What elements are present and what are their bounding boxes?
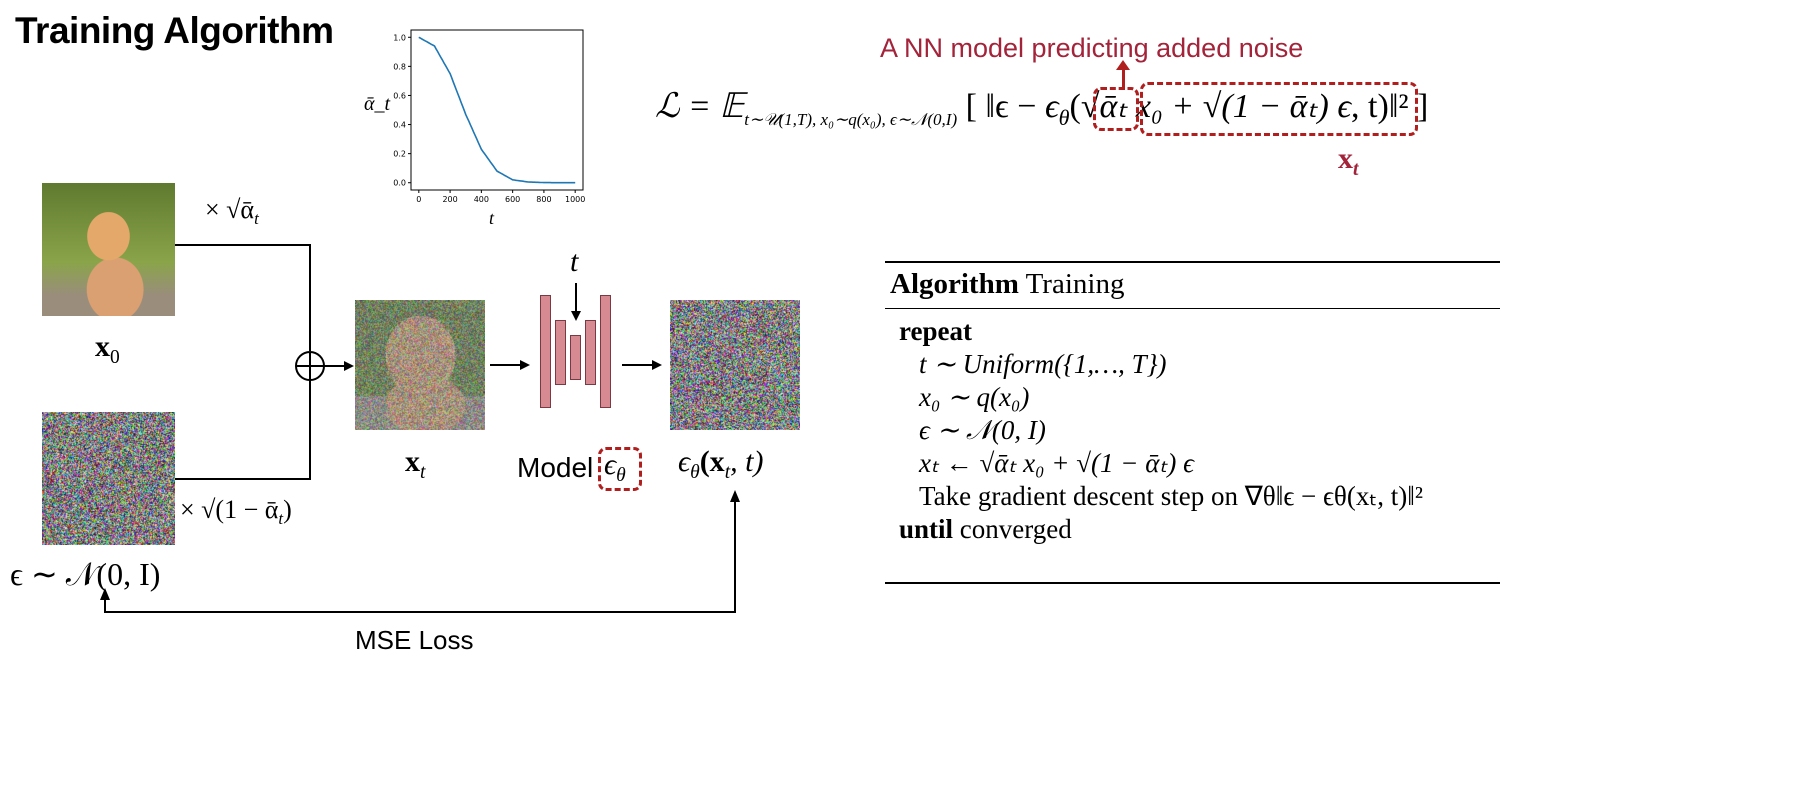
formula-body-a: [ ‖ϵ −: [966, 88, 1045, 125]
annotation-arrowhead: [1116, 60, 1130, 70]
noisy-xt-image: [355, 300, 485, 430]
formula-subscript: t∼𝒰(1,T), x₀∼q(x₀), ϵ∼𝒩(0,I): [744, 110, 957, 129]
x-tick-label: 600: [505, 195, 520, 204]
prediction-label: ϵθ(xt, t): [678, 445, 763, 484]
formula-lhs: ℒ = 𝔼: [655, 88, 744, 125]
xt-image-label: xt: [405, 445, 425, 484]
cat-image: [42, 183, 175, 316]
formula-xt-label: xt: [1338, 142, 1358, 181]
noise-line: [175, 478, 311, 480]
y-tick-label: 0.8: [393, 62, 406, 71]
x-tick-label: 400: [474, 195, 489, 204]
mse-loss-label: MSE Loss: [355, 625, 474, 656]
y-tick-label: 0.4: [393, 121, 406, 130]
alpha-bar-chart: 0 200 400 600 800 1000 0.0 0.2 0.4 0.6 0.8 1.0: [370, 20, 600, 210]
algo-mid-rule: [885, 308, 1500, 309]
signal-line: [175, 244, 311, 246]
x-tick-label: 800: [536, 195, 551, 204]
y-tick-label: 1.0: [393, 33, 406, 42]
signal-line-down: [309, 244, 311, 351]
xt-highlight: [1140, 82, 1418, 136]
timestep-label: t: [570, 245, 578, 279]
chart-frame: [411, 30, 583, 190]
algo-line: Take gradient descent step on ∇θ‖ϵ − ϵθ(…: [919, 481, 1423, 512]
y-tick-label: 0.0: [393, 179, 406, 188]
x-tick-label: 0: [416, 195, 421, 204]
noise-line-up: [309, 380, 311, 480]
eps-theta-highlight: [1093, 87, 1139, 131]
y-tick-label: 0.6: [393, 91, 406, 100]
slide-title: Training Algorithm: [15, 10, 334, 52]
model-annotation: A NN model predicting added noise: [880, 33, 1303, 64]
algo-line: until converged: [899, 514, 1072, 545]
algo-line: t ∼ Uniform({1,…, T}): [919, 349, 1166, 380]
algo-body: repeat t ∼ Uniform({1,…, T}) x₀ ∼ q(x₀) ϵ ∼…: [885, 312, 1500, 582]
mse-loss-path: [95, 488, 745, 618]
x0-label: x0: [95, 330, 120, 369]
formula-eps-theta: ϵθ: [1045, 88, 1070, 125]
model-eps-highlight: [598, 447, 642, 491]
signal-scale-label: × √ᾱt: [205, 195, 259, 229]
alpha-bar-series-line: [419, 37, 575, 182]
algo-line: repeat: [899, 316, 972, 347]
chart-ylabel: ᾱ_t: [364, 93, 390, 115]
arrow-to-model: [490, 355, 530, 375]
algo-line: x₀ ∼ q(x₀): [919, 382, 1029, 413]
formula-paren: (: [1070, 88, 1081, 125]
algo-line: ϵ ∼ 𝒩(0, I): [919, 415, 1046, 447]
algo-bottom-rule: [885, 582, 1500, 584]
y-tick-label: 0.2: [393, 150, 406, 159]
add-icon: [294, 350, 354, 382]
timestep-arrow: [568, 283, 584, 323]
model-label: Model: [517, 452, 593, 484]
algo-title: Algorithm Training: [890, 268, 1505, 301]
arrow-to-output: [622, 355, 662, 375]
predicted-noise-image: [670, 300, 800, 430]
x-tick-label: 200: [442, 195, 457, 204]
chart-xlabel: t: [489, 208, 494, 228]
algo-line: xₜ ← √ᾱₜ x₀ + √(1 − ᾱₜ) ϵ: [919, 448, 1194, 479]
algo-top-rule: [885, 261, 1500, 263]
x-tick-label: 1000: [565, 195, 585, 204]
